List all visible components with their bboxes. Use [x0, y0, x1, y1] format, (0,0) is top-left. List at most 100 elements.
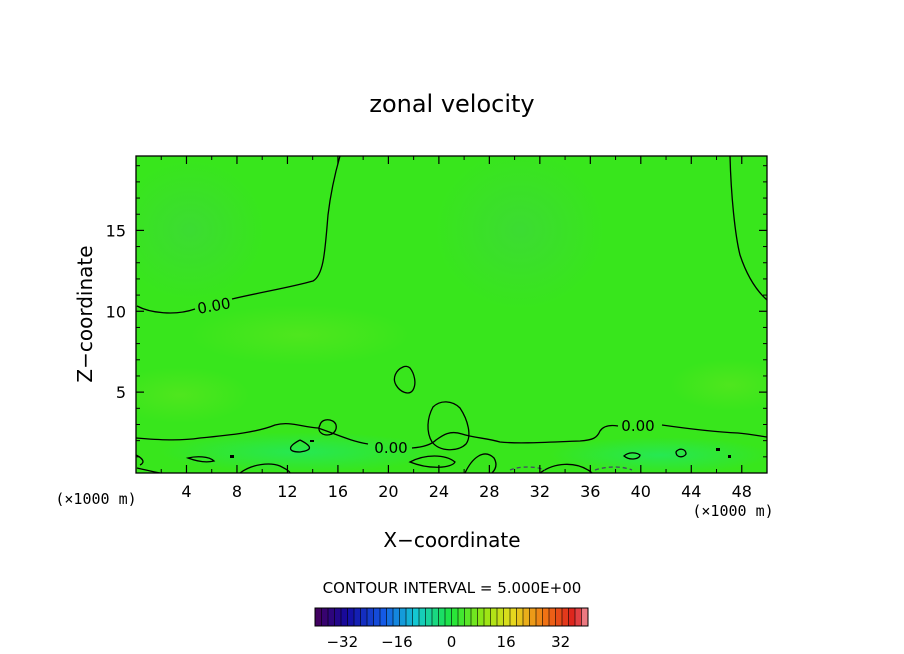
contour-dot [310, 440, 314, 442]
plot-area [136, 156, 767, 473]
colorbar-swatch [315, 608, 322, 626]
field-region [435, 156, 605, 310]
colorbar-swatch [393, 608, 400, 626]
colorbar-swatch [581, 608, 589, 626]
colorbar-swatch [445, 608, 452, 626]
colorbar-swatch [354, 608, 361, 626]
x-tick-label: 48 [732, 482, 752, 501]
x-right-unit-label: (×1000 m) [692, 502, 773, 520]
colorbar-frame [314, 607, 589, 627]
x-tick-label: 8 [232, 482, 242, 501]
field-region [550, 437, 767, 473]
colorbar-swatch [536, 608, 543, 626]
colorbar-tick-label: 0 [447, 633, 457, 651]
contour-label: 0.00 [374, 439, 407, 457]
colorbar-swatch [464, 608, 472, 626]
colorbar-swatch [341, 608, 348, 626]
contour-label: 0.00 [621, 417, 654, 435]
colorbar-swatch [380, 608, 387, 626]
y-tick-label: 15 [106, 221, 126, 240]
contour-label-group: 0.00 0.00 0.00 [196, 294, 655, 457]
colorbar-swatch [510, 608, 517, 626]
x-tick-label: 28 [479, 482, 499, 501]
contour-lines [136, 156, 767, 473]
contour-line [539, 463, 593, 473]
colorbar-swatch [412, 608, 420, 626]
contour-line [239, 463, 291, 473]
contour-line [408, 455, 456, 468]
contour-line [136, 156, 341, 314]
colorbar-swatch [549, 608, 556, 626]
colorbar-swatch [503, 608, 511, 626]
colorbar-swatch [334, 608, 342, 626]
colorbar-swatch [562, 608, 569, 626]
colorbar-swatch [373, 608, 381, 626]
contour-line [729, 156, 767, 301]
field-region [190, 305, 410, 365]
contour-line [318, 419, 337, 436]
y-axis-label: Z−coordinate [73, 245, 97, 382]
x-left-unit-label: (×1000 m) [55, 490, 136, 508]
field-region [136, 160, 265, 300]
colorbar-swatch [432, 608, 439, 626]
x-tick-label: 44 [681, 482, 701, 501]
contour-line [675, 448, 687, 458]
contour-line [594, 466, 633, 471]
field-region [136, 367, 250, 423]
x-tick-label: 32 [530, 482, 550, 501]
colorbar-swatch [471, 608, 478, 626]
contour-line [623, 452, 641, 460]
x-tick-label: 4 [181, 482, 191, 501]
colorbar-swatch [399, 608, 407, 626]
colorbar-tick-label: −16 [381, 633, 413, 651]
colorbar-swatch [347, 608, 355, 626]
x-tick-label: 36 [580, 482, 600, 501]
colorbar-swatch [419, 608, 426, 626]
x-tick-label: 12 [277, 482, 297, 501]
colorbar-tick-label: 16 [497, 633, 516, 651]
contour-line [427, 401, 470, 451]
contour-line [464, 453, 497, 473]
contour-dot [716, 448, 720, 451]
colorbar-swatch [451, 608, 459, 626]
colorbar-swatch [321, 608, 329, 626]
colorbar-swatch [484, 608, 491, 626]
colorbar-tick-label: −32 [326, 633, 358, 651]
colorbar-swatch [477, 608, 485, 626]
field-region [670, 359, 767, 411]
colorbar-swatch [458, 608, 465, 626]
colorbar-swatch [490, 608, 498, 626]
y-tick-label: 5 [116, 383, 126, 402]
colorbar-swatch [568, 608, 576, 626]
colorbar-swatch [555, 608, 563, 626]
colorbar-tick-label: 32 [551, 633, 570, 651]
colorbar-swatch [516, 608, 524, 626]
colorbar-swatch [425, 608, 433, 626]
colorbar-swatch [575, 608, 582, 626]
x-tick-label: 20 [378, 482, 398, 501]
colorbar-swatch [529, 608, 537, 626]
contour-line [289, 439, 311, 453]
contour-label: 0.00 [196, 294, 232, 318]
colorbar-swatch [542, 608, 550, 626]
colorbar-swatch [328, 608, 335, 626]
chart-title: zonal velocity [369, 90, 534, 118]
colorbar-swatch [367, 608, 374, 626]
x-tick-label: 40 [631, 482, 651, 501]
contour-dot [728, 455, 731, 458]
contour-line [136, 454, 144, 466]
plot-frame [135, 155, 768, 474]
contour-line [136, 422, 767, 449]
x-axis-label: X−coordinate [383, 528, 520, 552]
colorbar-swatch [360, 608, 368, 626]
y-axis-ticks: 5 10 15 [106, 165, 767, 458]
colorbar-ticks: −32 −16 0 16 32 [326, 633, 570, 651]
x-axis-ticks: 4 8 12 16 20 24 28 32 36 40 44 48 [160, 156, 752, 501]
colorbar-swatch [438, 608, 446, 626]
contour-line [509, 466, 546, 471]
colorbar-swatch [386, 608, 394, 626]
colorbar-swatch [497, 608, 504, 626]
y-tick-label: 10 [106, 302, 126, 321]
contour-line [393, 365, 416, 394]
